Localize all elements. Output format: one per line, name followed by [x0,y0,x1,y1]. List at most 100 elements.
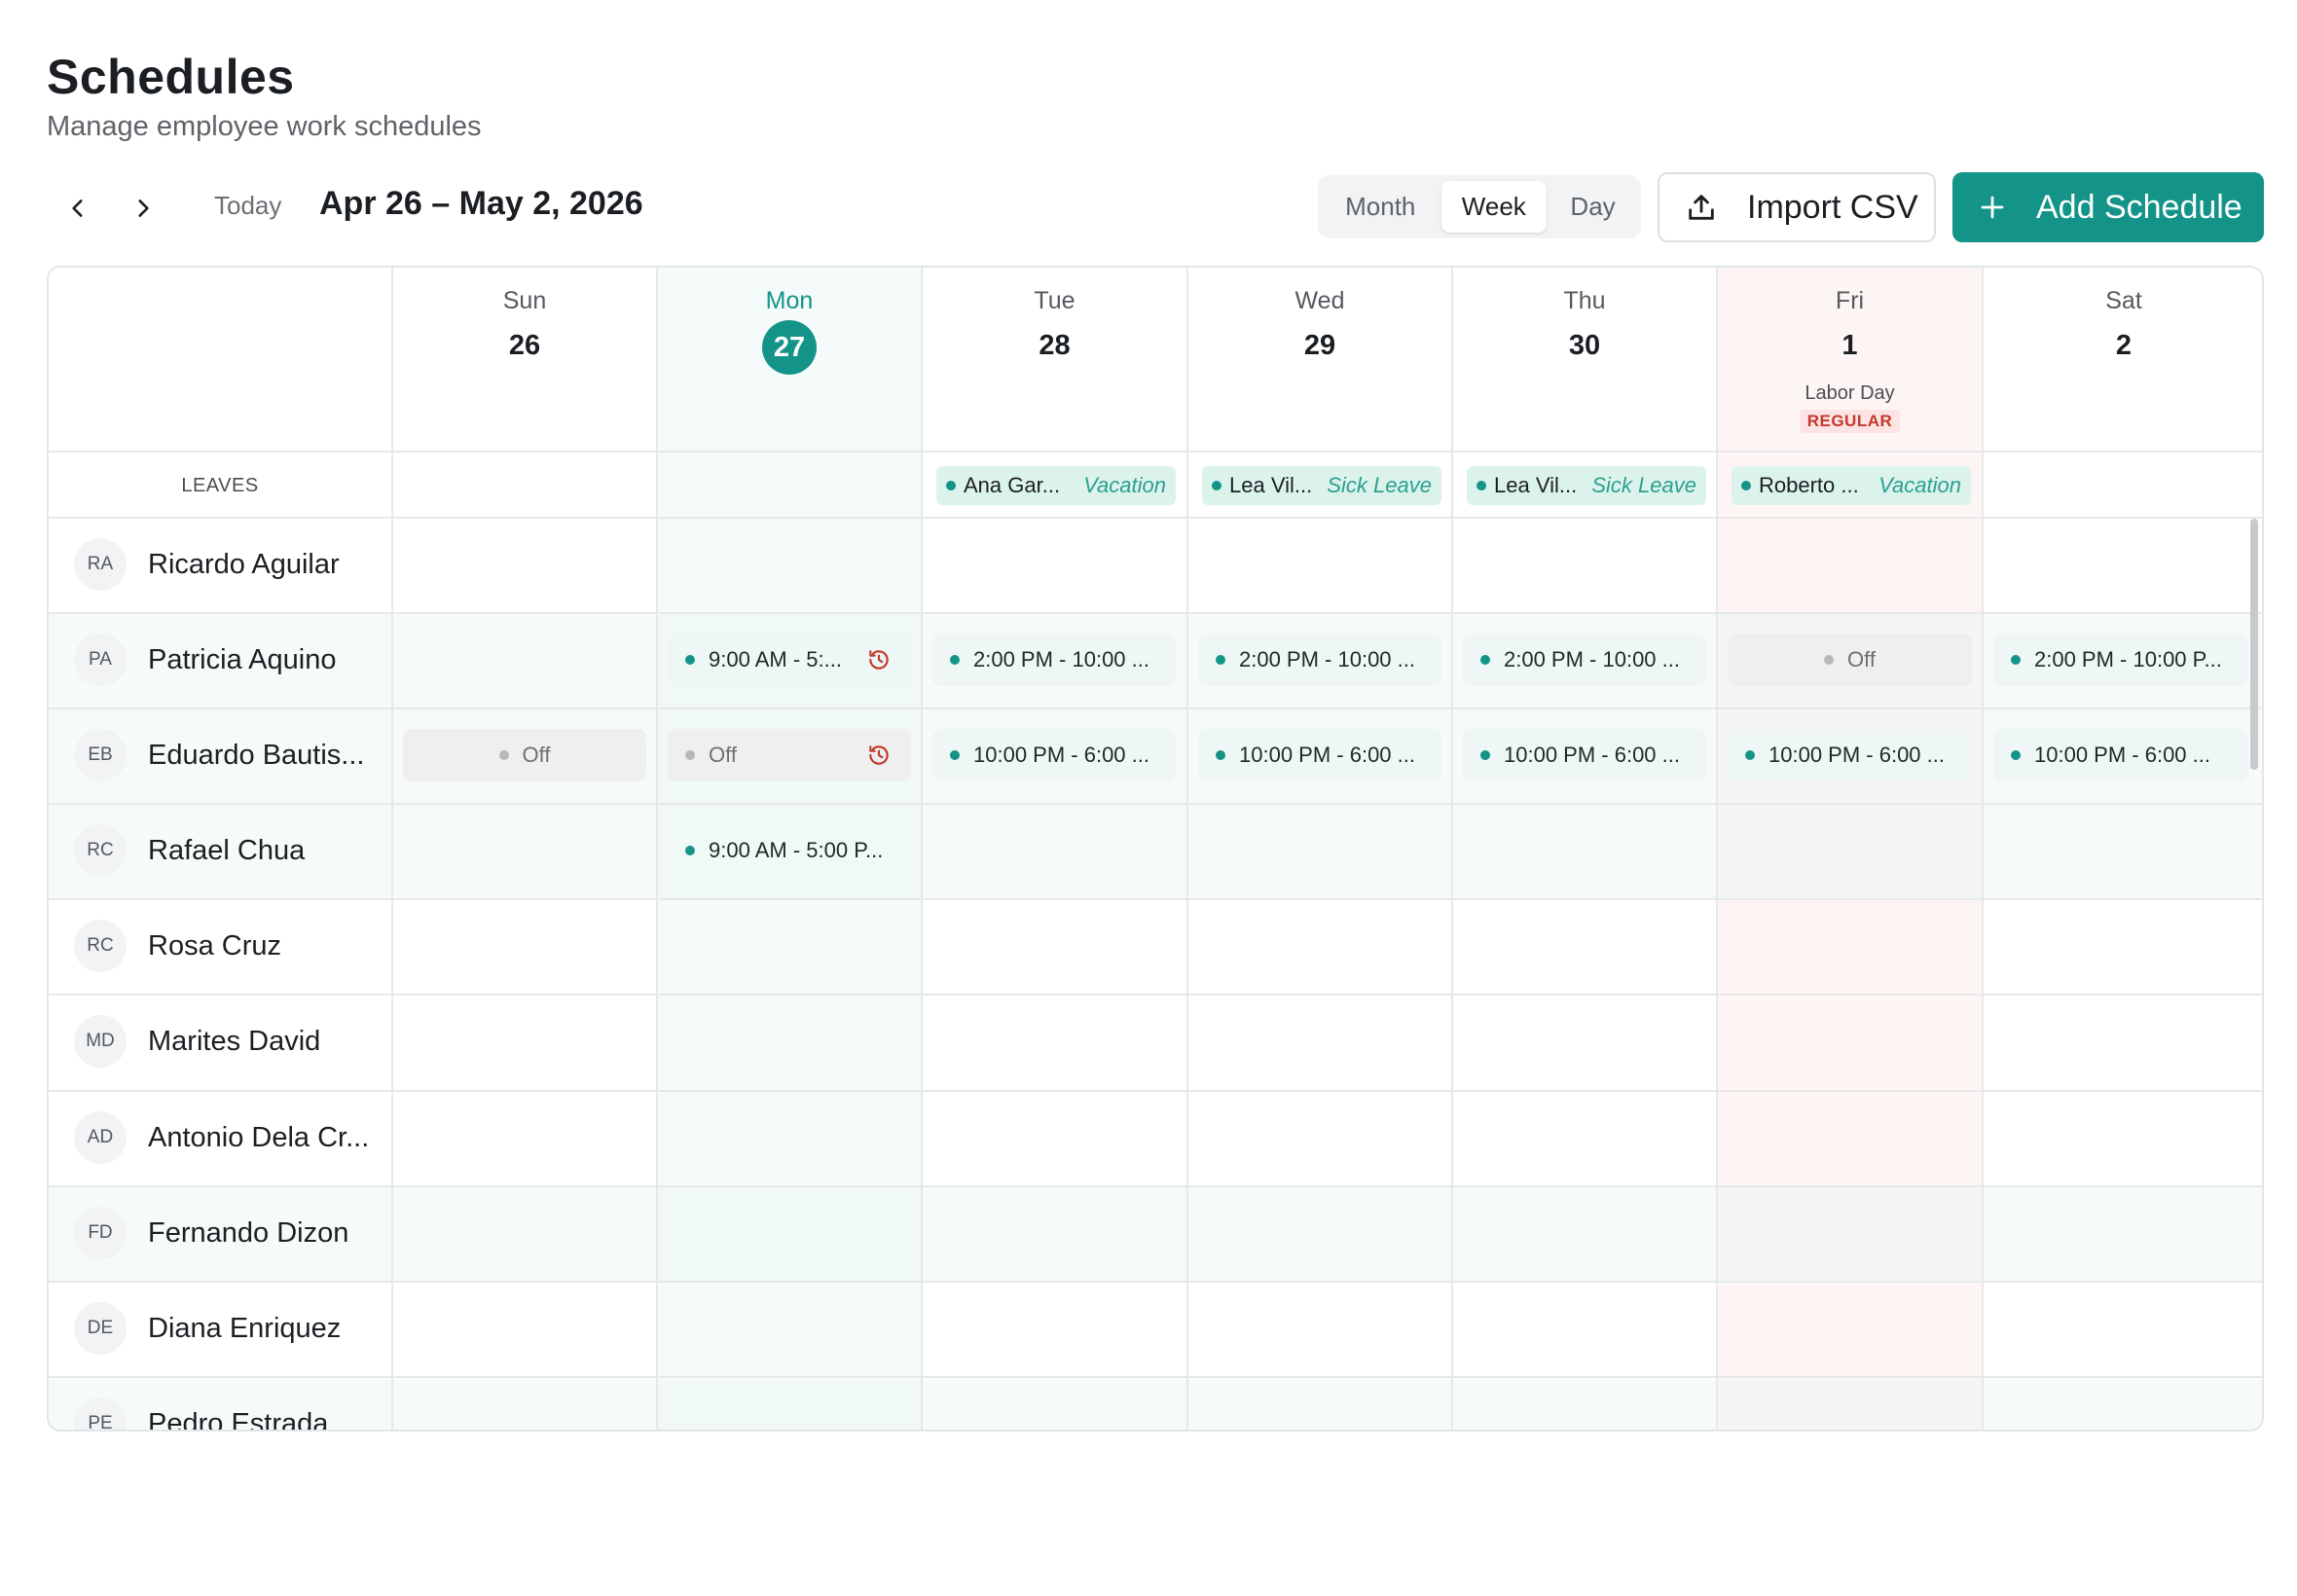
status-dot [2011,750,2021,760]
leave-chip[interactable]: Roberto ... Vacation [1732,466,1971,505]
row-tint [49,1380,2262,1430]
shift-chip[interactable]: 10:00 PM - 6:00 ... [1463,729,1706,781]
day-number: 30 [1568,330,1601,361]
status-dot [1480,750,1490,760]
grid-line [49,994,2262,996]
status-dot [950,655,960,665]
leave-chip[interactable]: Ana Gar... Vacation [936,466,1176,505]
status-dot [1480,655,1490,665]
avatar: AD [74,1111,127,1164]
employee-row-header[interactable]: EB Eduardo Bautis... [49,707,391,803]
shift-chip[interactable]: 10:00 PM - 6:00 ... [1198,729,1441,781]
shift-chip[interactable]: 9:00 AM - 5:00 P... [668,824,911,877]
day-header-tue[interactable]: Tue 28 [923,268,1186,453]
shift-chip[interactable]: 9:00 AM - 5:... [668,634,911,686]
leave-chip[interactable]: Lea Vil... Sick Leave [1467,466,1706,505]
page-title: Schedules [47,50,295,104]
employee-row-header[interactable]: RC Rosa Cruz [49,898,391,994]
employee-name: Antonio Dela Cr... [148,1121,370,1153]
day-header-fri[interactable]: Fri 1 Labor Day REGULAR [1718,268,1982,453]
status-dot [1216,750,1225,760]
grid-line [49,517,2262,519]
grid-line [49,898,2262,900]
history-icon [869,745,889,765]
today-day-number: 27 [762,320,817,375]
shift-time: 2:00 PM - 10:00 ... [1239,647,1415,671]
leave-employee-name: Ana Gar... [964,473,1061,497]
add-schedule-button[interactable]: Add Schedule [1952,172,2264,242]
next-week-button[interactable] [122,187,164,230]
shift-time: 10:00 PM - 6:00 ... [973,743,1149,767]
day-of-week: Mon [765,287,814,314]
status-dot [2011,655,2021,665]
day-header-thu[interactable]: Thu 30 [1453,268,1716,453]
day-number: 29 [1303,330,1336,361]
shift-time: 9:00 AM - 5:00 P... [709,838,884,862]
shift-chip-off[interactable]: Off [403,729,646,781]
employee-row-header[interactable]: DE Diana Enriquez [49,1281,391,1376]
day-number: 28 [1039,330,1071,361]
shift-time: Off [1847,647,1876,671]
upload-icon [1689,195,1714,220]
import-csv-button[interactable]: Import CSV [1658,172,1936,242]
employee-name: Rafael Chua [148,834,306,866]
shift-chip[interactable]: 10:00 PM - 6:00 ... [932,729,1176,781]
leave-employee-name: Lea Vil... [1229,473,1313,497]
employee-row-header[interactable]: PA Patricia Aquino [49,612,391,707]
shift-chip[interactable]: 2:00 PM - 10:00 P... [1993,634,2248,686]
chevron-right-icon [138,200,149,217]
status-dot [1741,481,1751,490]
page-subtitle: Manage employee work schedules [47,111,482,142]
employee-row-header[interactable]: RC Rafael Chua [49,803,391,898]
shift-chip[interactable]: 10:00 PM - 6:00 ... [1993,729,2248,781]
grid-line [49,612,2262,614]
date-range-label: Apr 26 – May 2, 2026 [319,185,643,222]
leave-type: Vacation [1878,473,1961,497]
grid-line [49,1185,2262,1187]
shift-time: 2:00 PM - 10:00 P... [2034,647,2222,671]
leave-chip[interactable]: Lea Vil... Sick Leave [1202,466,1441,505]
shift-chip[interactable]: 2:00 PM - 10:00 ... [1463,634,1706,686]
shift-chip[interactable]: 2:00 PM - 10:00 ... [932,634,1176,686]
employee-row-header[interactable]: RA Ricardo Aguilar [49,517,391,612]
day-of-week: Wed [1294,287,1345,314]
grid-line [656,268,658,1430]
shift-chip[interactable]: 10:00 PM - 6:00 ... [1728,729,1972,781]
shift-chip-off[interactable]: Off [668,729,911,781]
grid-line [1716,268,1718,1430]
grid-line [49,1376,2262,1378]
shift-chip-off[interactable]: Off [1728,634,1972,686]
import-csv-label: Import CSV [1747,188,1918,226]
status-dot [1216,655,1225,665]
view-week-tab[interactable]: Week [1440,181,1548,233]
avatar: RC [74,920,127,972]
shift-chip[interactable]: 2:00 PM - 10:00 ... [1198,634,1441,686]
employee-row-header[interactable]: PE Pedro Estrada [49,1376,391,1432]
day-number: 26 [508,330,541,361]
employee-row-header[interactable]: FD Fernando Dizon [49,1185,391,1281]
view-day-tab[interactable]: Day [1570,192,1616,221]
employee-name: Rosa Cruz [148,929,281,961]
leave-type: Sick Leave [1591,473,1696,497]
employee-name: Pedro Estrada [148,1407,329,1432]
employee-row-header[interactable]: AD Antonio Dela Cr... [49,1090,391,1185]
status-dot [1477,481,1486,490]
today-button[interactable]: Today [214,191,282,220]
shift-time: Off [522,743,551,767]
shift-time: 10:00 PM - 6:00 ... [2034,743,2210,767]
day-of-week: Thu [1563,287,1606,314]
grid-line [1451,268,1453,1430]
today-column-highlight [658,268,924,1430]
status-dot [946,481,956,490]
plus-icon [1981,196,2004,219]
prev-week-button[interactable] [56,187,99,230]
view-month-tab[interactable]: Month [1345,192,1416,221]
day-header-wed[interactable]: Wed 29 [1188,268,1451,453]
day-header-mon[interactable]: Mon 27 [658,268,921,453]
holiday-column-highlight [1718,268,1984,1430]
vertical-scrollbar[interactable] [2250,519,2258,770]
employee-row-header[interactable]: MD Marites David [49,994,391,1089]
shift-time: Off [709,743,737,767]
day-header-sun[interactable]: Sun 26 [393,268,656,453]
day-header-sat[interactable]: Sat 2 [1984,268,2262,453]
